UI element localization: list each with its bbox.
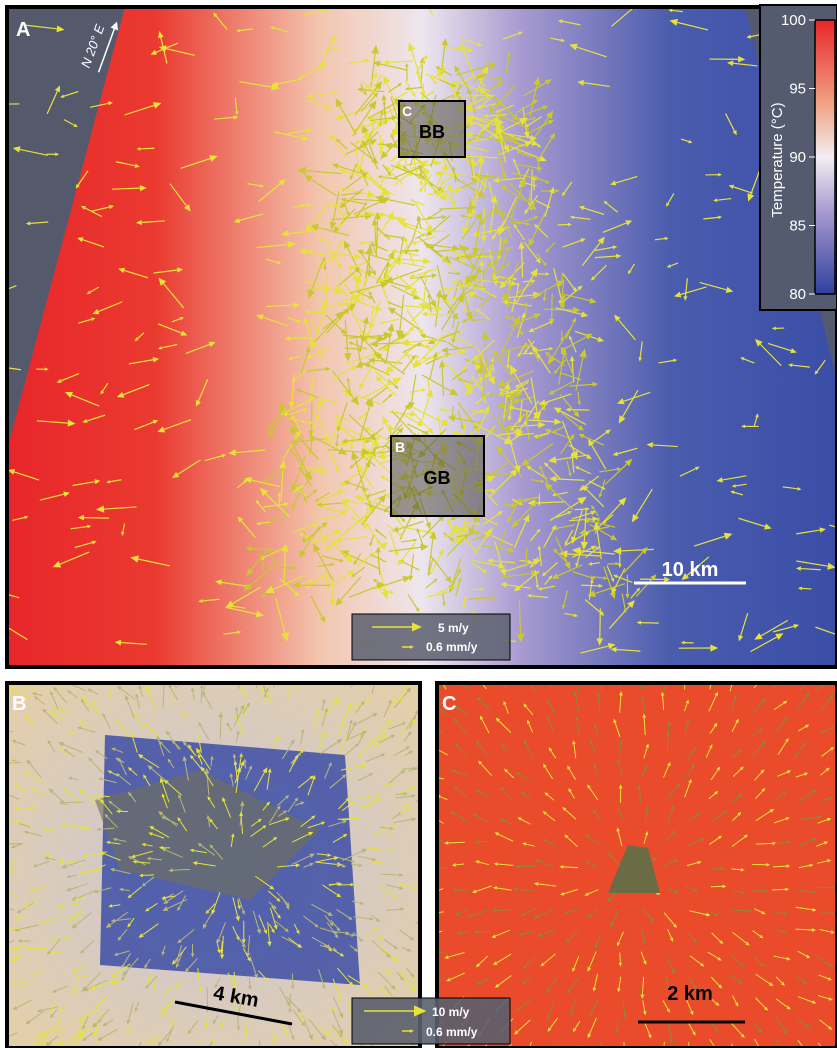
box-label: BB bbox=[419, 122, 445, 142]
vector-arrow bbox=[373, 123, 374, 133]
vector-arrow bbox=[756, 843, 773, 844]
colorbar bbox=[815, 20, 835, 294]
vector-arrow bbox=[485, 339, 486, 373]
vector-arrow bbox=[641, 623, 659, 624]
vector-arrow bbox=[321, 240, 329, 241]
panel-label: B bbox=[12, 693, 26, 715]
vector-arrow bbox=[32, 948, 48, 949]
vector-arrow bbox=[667, 736, 668, 753]
colorbar-label: Temperature (°C) bbox=[769, 102, 786, 217]
figure: A N 20° E C BB B GB 10 km 5 m/y 0.6 mm/y… bbox=[0, 0, 837, 1048]
vector-arrow bbox=[140, 148, 154, 149]
vector-arrow bbox=[18, 808, 35, 809]
vector-arrow bbox=[581, 585, 598, 586]
box-label: GB bbox=[424, 468, 451, 488]
vector-arrow bbox=[526, 548, 527, 564]
vector-arrow bbox=[574, 509, 585, 510]
vector-arrow bbox=[802, 588, 812, 589]
colorbar-tick-label: 95 bbox=[789, 81, 806, 98]
colorbar-tick-label: 100 bbox=[781, 12, 806, 29]
legend-label: 10 m/y bbox=[432, 1005, 470, 1019]
vector-arrow bbox=[333, 573, 334, 599]
panel-label: C bbox=[442, 693, 456, 715]
colorbar-tick-label: 85 bbox=[789, 218, 806, 235]
legend-label: 0.6 mm/y bbox=[426, 640, 478, 654]
vector-arrow bbox=[403, 768, 413, 769]
vector-arrow bbox=[522, 434, 534, 435]
vector-arrow bbox=[64, 802, 84, 803]
box-letter: C bbox=[402, 103, 412, 119]
panel-label: A bbox=[16, 19, 30, 41]
vector-arrow bbox=[206, 1016, 207, 1024]
colorbar-tick-label: 90 bbox=[789, 149, 806, 166]
vector-arrow bbox=[247, 1019, 248, 1031]
vector-arrow bbox=[525, 306, 526, 319]
colorbar-tick-label: 80 bbox=[789, 286, 806, 303]
vector-arrow bbox=[529, 190, 530, 198]
vector-arrow bbox=[11, 929, 18, 930]
vector-arrow bbox=[341, 819, 355, 820]
scale-bar-label: 10 km bbox=[662, 559, 719, 581]
vector-arrow bbox=[483, 394, 515, 395]
vector-arrow bbox=[558, 225, 568, 226]
vector-arrow bbox=[249, 978, 250, 986]
vector-arrow bbox=[377, 219, 378, 249]
legend-label: 5 m/y bbox=[438, 621, 469, 635]
vector-arrow bbox=[448, 273, 457, 274]
vector-arrow bbox=[311, 403, 312, 431]
vector-arrow bbox=[345, 348, 359, 349]
legend-label: 0.6 mm/y bbox=[426, 1025, 478, 1039]
box-letter: B bbox=[395, 439, 405, 455]
vector-arrow bbox=[772, 889, 785, 890]
vector-arrow bbox=[143, 875, 154, 876]
scale-bar-label: 2 km bbox=[667, 983, 713, 1005]
